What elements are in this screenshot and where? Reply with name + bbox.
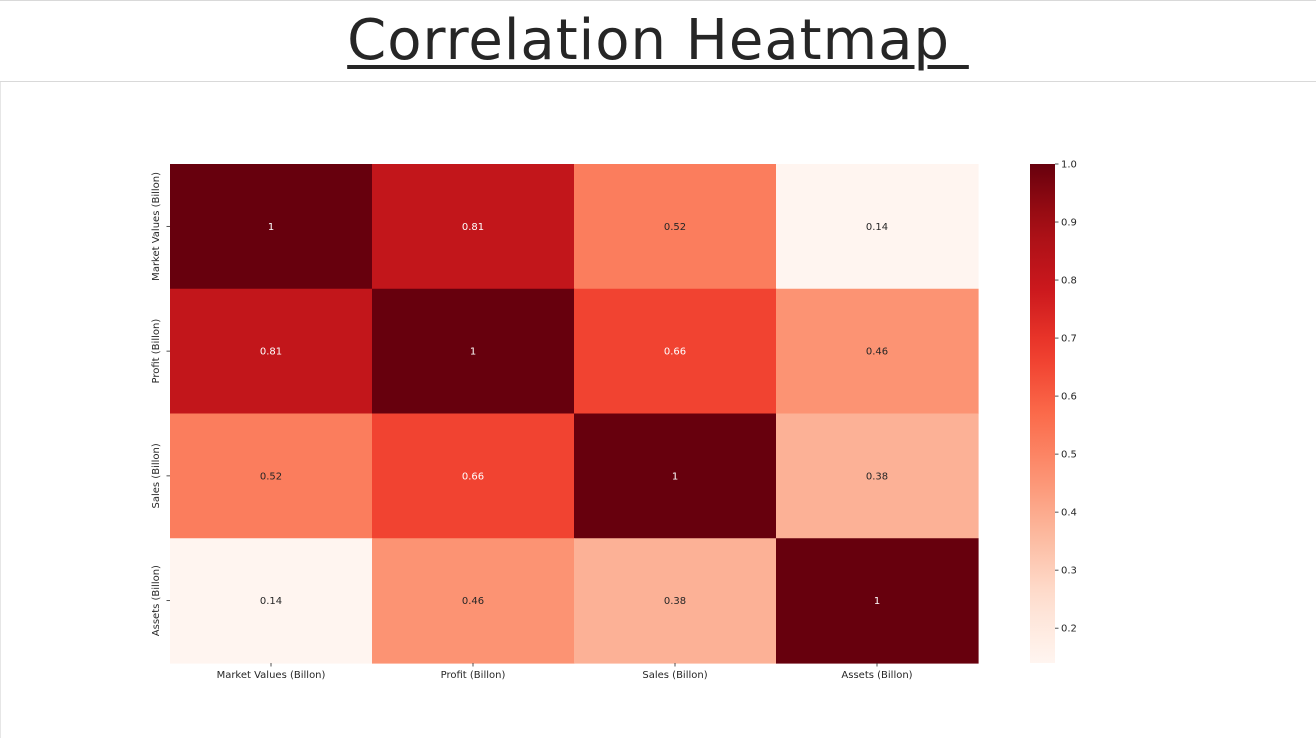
cell-label-r3-c2: 0.38 [664, 596, 686, 607]
y-tick-label-1: Profit (Billon) [151, 319, 162, 384]
heatmap-cell-r0-c2 [574, 164, 777, 290]
colorbar-tick-label-7: 0.9 [1061, 218, 1077, 229]
cell-label-r2-c3: 0.38 [866, 471, 888, 482]
cell-label-r1-c2: 0.66 [664, 347, 686, 358]
y-tick-label-0: Market Values (Billon) [151, 172, 162, 281]
heatmap-cells [170, 164, 979, 664]
heatmap-cell-labels: 1 0.81 0.52 0.14 0.81 1 0.66 0.46 0.52 0.66 1 0.38 0… [260, 222, 888, 607]
header-bar: Correlation Heatmap [0, 0, 1316, 82]
x-tick-label-1: Profit (Billon) [441, 670, 506, 681]
colorbar-tick-label-0: 0.2 [1061, 624, 1077, 635]
heatmap-cell-r2-c0 [170, 413, 373, 539]
heatmap-cell-r2-c1 [372, 413, 575, 539]
cell-label-r1-c0: 0.81 [260, 347, 282, 358]
heatmap-cell-r3-c2 [574, 538, 777, 664]
cell-label-r2-c2: 1 [672, 471, 678, 482]
cell-label-r2-c1: 0.66 [462, 471, 484, 482]
heatmap-cell-r1-c3 [776, 288, 979, 415]
cell-label-r1-c1: 1 [470, 347, 476, 358]
cell-label-r3-c0: 0.14 [260, 596, 282, 607]
heatmap-cell-r0-c1 [372, 164, 575, 290]
y-tick-label-3: Assets (Billon) [151, 565, 162, 636]
colorbar-tick-label-2: 0.4 [1061, 508, 1077, 519]
heatmap-cell-r3-c0 [170, 538, 373, 664]
heatmap-cell-r3-c3 [776, 538, 979, 664]
heatmap-cell-r2-c2 [574, 413, 777, 539]
heatmap-cell-r2-c3 [776, 413, 979, 539]
heatmap-cell-r3-c1 [372, 538, 575, 664]
y-axis-ticks: Market Values (Billon) Profit (Billon) Sal… [151, 172, 170, 636]
y-tick-label-2: Sales (Billon) [151, 443, 162, 508]
heatmap-cell-r1-c1 [372, 288, 575, 415]
heatmap-cell-r0-c3 [776, 164, 979, 290]
cell-label-r0-c1: 0.81 [462, 222, 484, 233]
cell-label-r0-c3: 0.14 [866, 222, 888, 233]
cell-label-r1-c3: 0.46 [866, 347, 888, 358]
x-axis-ticks: Market Values (Billon) Profit (Billon) Sal… [217, 663, 913, 681]
x-tick-label-3: Assets (Billon) [841, 670, 912, 681]
x-tick-label-2: Sales (Billon) [642, 670, 707, 681]
heatmap-cell-r1-c2 [574, 288, 777, 415]
cell-label-r0-c0: 1 [268, 222, 274, 233]
page-title: Correlation Heatmap [347, 8, 969, 73]
colorbar: 0.2 0.3 0.4 0.5 0.6 0.7 0.8 0.9 1.0 [1030, 160, 1077, 663]
colorbar-scale [1030, 164, 1055, 663]
colorbar-tick-label-8: 1.0 [1061, 160, 1077, 171]
colorbar-tick-label-4: 0.6 [1061, 392, 1077, 403]
cell-label-r2-c0: 0.52 [260, 471, 282, 482]
x-tick-label-0: Market Values (Billon) [217, 670, 326, 681]
cell-label-r0-c2: 0.52 [664, 222, 686, 233]
colorbar-tick-label-1: 0.3 [1061, 566, 1077, 577]
cell-label-r3-c3: 1 [874, 596, 880, 607]
heatmap-cell-r1-c0 [170, 288, 373, 415]
cell-label-r3-c1: 0.46 [462, 596, 484, 607]
heatmap-cell-r0-c0 [170, 164, 373, 290]
left-divider [0, 82, 1, 738]
colorbar-tick-label-5: 0.7 [1061, 334, 1077, 345]
colorbar-tick-label-3: 0.5 [1061, 450, 1077, 461]
colorbar-tick-label-6: 0.8 [1061, 276, 1077, 287]
